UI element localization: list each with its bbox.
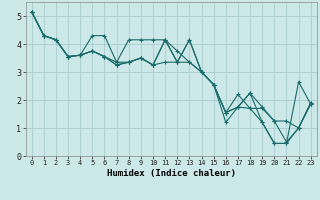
X-axis label: Humidex (Indice chaleur): Humidex (Indice chaleur) xyxy=(107,169,236,178)
